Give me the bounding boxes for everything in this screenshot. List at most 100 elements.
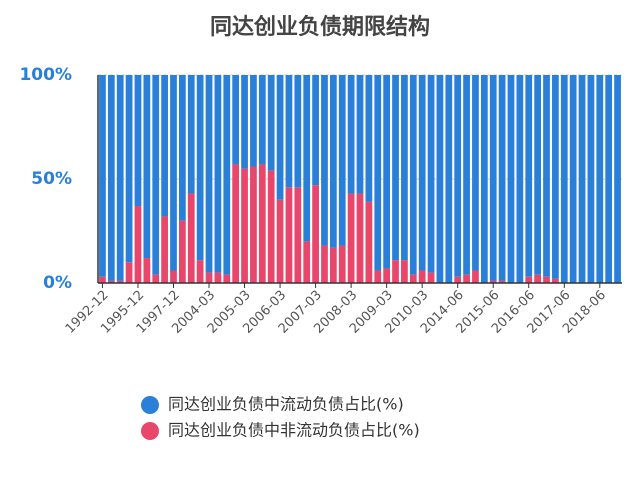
- bar-segment: [258, 75, 266, 165]
- bar-segment: [187, 193, 195, 283]
- bar-segment: [329, 247, 337, 283]
- bar-segment: [205, 75, 213, 273]
- bar-segment: [614, 75, 621, 283]
- bar-segment: [294, 75, 302, 188]
- bar-segment: [187, 75, 195, 194]
- bar-segment: [552, 75, 559, 279]
- bar-segment: [143, 258, 151, 283]
- bar-segment: [365, 75, 373, 202]
- bar-segment: [321, 75, 328, 246]
- bar-segment: [516, 75, 524, 283]
- bar-segment: [329, 75, 337, 248]
- y-tick-label: 100%: [19, 65, 72, 85]
- bar-segment: [303, 241, 311, 283]
- bar-segment: [232, 164, 240, 283]
- bar-segment: [152, 274, 160, 283]
- bar-segment: [321, 245, 328, 283]
- bar-segment: [560, 75, 568, 283]
- bar-segment: [276, 75, 284, 200]
- bar-segment: [125, 75, 133, 263]
- bar-segment: [525, 75, 533, 277]
- legend-swatch: [141, 396, 159, 414]
- bar-segment: [365, 201, 373, 283]
- bar-segment: [143, 75, 151, 259]
- bar-segment: [285, 75, 293, 188]
- bar-segment: [116, 280, 124, 283]
- bar-segment: [392, 260, 399, 283]
- bar-segment: [401, 75, 408, 261]
- bar-segment: [498, 75, 506, 281]
- bar-segment: [587, 75, 595, 283]
- bar-segment: [196, 75, 204, 261]
- bar-segment: [258, 164, 266, 283]
- bar-segment: [383, 75, 391, 269]
- bar-segment: [383, 268, 391, 283]
- bar-segment: [285, 187, 293, 283]
- bar-segment: [196, 260, 204, 283]
- bar-segment: [463, 274, 470, 283]
- bar-segment: [374, 75, 382, 271]
- bar-segment: [338, 75, 346, 246]
- bar-segment: [232, 75, 240, 165]
- bar-segment: [116, 75, 124, 281]
- bar-segment: [356, 75, 364, 194]
- bar-segment: [267, 170, 275, 283]
- bar-segment: [276, 199, 284, 283]
- bar-segment: [267, 75, 275, 171]
- bar-segment: [250, 75, 257, 167]
- bar-segment: [507, 75, 515, 283]
- bar-segment: [427, 75, 435, 273]
- bar-segment: [472, 270, 479, 283]
- bar-segment: [152, 75, 160, 275]
- bar-segment: [543, 75, 550, 277]
- chart-title: 同达创业负债期限结构: [210, 14, 430, 40]
- bar-segment: [401, 260, 408, 283]
- bar-segment: [161, 75, 168, 217]
- bar-segment: [374, 270, 382, 283]
- bar-segment: [99, 276, 106, 283]
- bar-segment: [134, 75, 142, 207]
- bar-segment: [445, 75, 453, 283]
- bar-segment: [543, 276, 550, 283]
- bar-segment: [223, 75, 231, 275]
- bar-segment: [480, 75, 488, 283]
- bar-segment: [347, 75, 355, 194]
- bar-segment: [214, 75, 222, 273]
- legend-label: 同达创业负债中流动负债占比(%): [168, 395, 404, 414]
- bar-segment: [134, 206, 142, 283]
- bar-segment: [303, 75, 311, 242]
- bar-segment: [418, 75, 426, 271]
- y-tick-label: 50%: [31, 169, 72, 189]
- bar-segment: [294, 187, 302, 283]
- legend-swatch: [141, 422, 159, 440]
- bar-segment: [223, 274, 231, 283]
- bar-segment: [241, 75, 248, 169]
- bar-segment: [125, 262, 133, 283]
- bar-segment: [347, 193, 355, 283]
- bar-segment: [409, 75, 417, 275]
- bar-segment: [596, 75, 604, 283]
- bar-segment: [392, 75, 399, 261]
- bar-segment: [427, 272, 435, 283]
- bar-segment: [312, 185, 319, 283]
- bar-segment: [525, 276, 533, 283]
- bar-segment: [454, 75, 462, 277]
- bar-segment: [338, 245, 346, 283]
- bar-segment: [178, 220, 186, 283]
- bar-segment: [107, 75, 115, 281]
- bar-segment: [356, 193, 364, 283]
- bar-segment: [250, 166, 257, 283]
- bar-segment: [552, 278, 559, 283]
- bar-segment: [107, 280, 115, 283]
- bar-segment: [472, 75, 479, 271]
- bar-segment: [241, 168, 248, 283]
- bar-segment: [489, 75, 497, 281]
- y-tick-label: 0%: [43, 273, 72, 293]
- bar-segment: [170, 75, 177, 271]
- bar-segment: [436, 75, 444, 283]
- bar-segment: [569, 75, 577, 283]
- bar-segment: [99, 75, 106, 277]
- bar-segment: [161, 216, 168, 283]
- bar-segment: [178, 75, 186, 221]
